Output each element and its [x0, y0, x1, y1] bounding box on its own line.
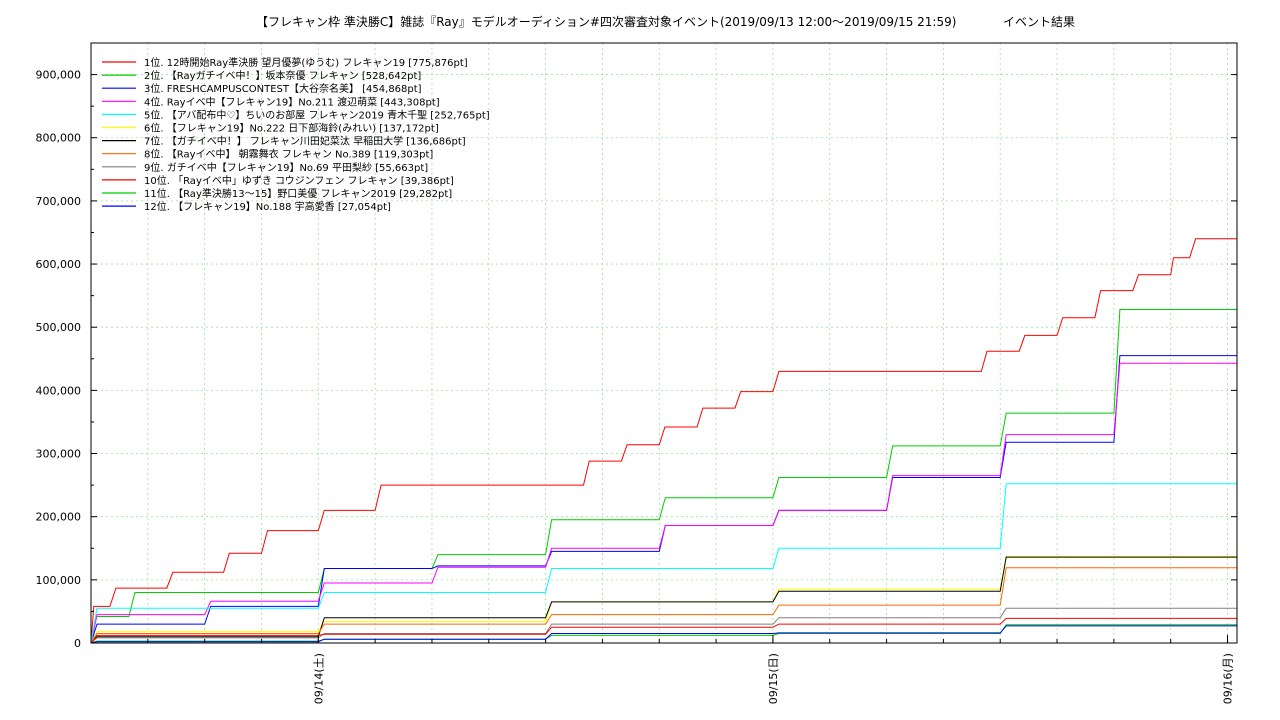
series-line-8: [90, 567, 1237, 644]
series-line-9: [90, 607, 1237, 644]
plot-frame: [90, 42, 1238, 644]
y-tick-label: 500,000: [36, 321, 82, 334]
legend-label: 4位. Rayイベ中【フレキャン19】No.211 渡辺萌菜 [443,308p…: [144, 95, 440, 108]
y-tick-label: 0: [74, 637, 81, 650]
y-tick-label: 800,000: [36, 132, 82, 145]
series-line-1: [90, 238, 1237, 644]
y-tick-label: 600,000: [36, 258, 82, 271]
x-tick-label: 09/16(月): [1222, 653, 1235, 704]
legend-label: 7位. 【ガチイベ中！】 フレキャン川田妃菜汰 早稲田大学 [136,686pt…: [144, 135, 466, 148]
legend-label: 6位. 【フレキャン19】No.222 日下部海鈴(みれい) [137,172p…: [144, 122, 439, 135]
series-line-2: [90, 309, 1237, 644]
legend-label: 11位. 【Ray準決勝13〜15】野口美優 フレキャン2019 [29,282…: [144, 187, 452, 200]
legend: 1位. 12時開始Ray準決勝 望月優夢(ゆうむ) フレキャン19 [775,8…: [102, 56, 490, 213]
series-line-6: [90, 556, 1237, 644]
series-line-12: [90, 625, 1237, 644]
series-line-5: [90, 483, 1237, 644]
x-tick-label: 09/15(日): [767, 653, 780, 704]
x-tick-label: 09/14(土): [312, 653, 325, 704]
series-lines: [90, 238, 1237, 644]
chart-subtitle: イベント結果: [1003, 15, 1075, 29]
legend-label: 5位. 【アバ配布中♡】ちいのお部屋 フレキャン2019 青木千聖 [252,7…: [144, 108, 490, 121]
legend-label: 3位. FRESHCAMPUSCONTEST【大谷奈名美】 [454,868pt…: [144, 82, 422, 95]
y-tick-label: 900,000: [36, 69, 82, 82]
axes: 0 100,000 200,000 300,000 400,000 500,000 600,…: [36, 69, 1237, 704]
series-line-10: [90, 617, 1237, 644]
y-tick-label: 700,000: [36, 195, 82, 208]
y-tick-label: 400,000: [36, 384, 82, 397]
series-line-3: [90, 355, 1237, 644]
legend-label: 12位. 【フレキャン19】No.188 宇高愛香 [27,054pt]: [144, 200, 391, 213]
chart-title: 【フレキャン枠 準決勝C】雑誌『Ray』モデルオーディション#四次審査対象イベン…: [256, 14, 956, 29]
series-line-4: [90, 362, 1237, 644]
grid-lines: [91, 43, 1237, 643]
legend-label: 10位. 「Rayイベ中」ゆずき コウジンフェン フレキャン [39,386pt…: [144, 174, 454, 187]
y-tick-label: 200,000: [36, 511, 82, 524]
legend-label: 1位. 12時開始Ray準決勝 望月優夢(ゆうむ) フレキャン19 [775,8…: [144, 56, 468, 69]
y-tick-label: 100,000: [36, 574, 82, 587]
legend-label: 8位. 【Rayイベ中】 朝霧舞衣 フレキャン No.389 [119,303p…: [144, 148, 433, 161]
legend-label: 9位. ガチイベ中【フレキャン19】No.69 平田梨紗 [55,663pt]: [144, 161, 428, 174]
legend-label: 2位. 【Rayガチイベ中！】坂本奈優 フレキャン [528,642pt]: [144, 69, 421, 82]
y-tick-label: 300,000: [36, 448, 82, 461]
series-line-7: [90, 556, 1237, 644]
